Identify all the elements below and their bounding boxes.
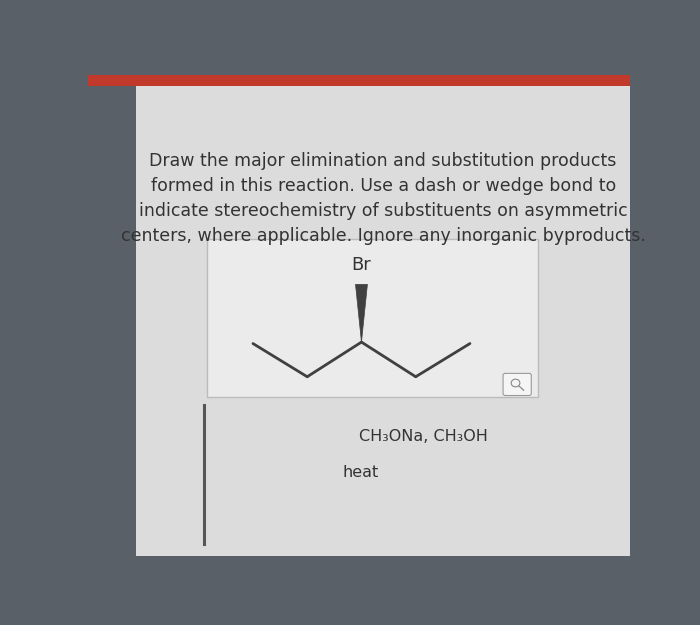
Bar bbox=[88, 75, 136, 556]
Bar bbox=[207, 239, 538, 398]
Text: CH₃ONa, CH₃OH: CH₃ONa, CH₃OH bbox=[358, 429, 488, 444]
FancyBboxPatch shape bbox=[503, 373, 531, 396]
Bar bbox=[88, 75, 630, 86]
Polygon shape bbox=[356, 284, 368, 342]
Text: Br: Br bbox=[351, 256, 371, 274]
Text: Draw the major elimination and substitution products
formed in this reaction. Us: Draw the major elimination and substitut… bbox=[120, 152, 645, 245]
Text: heat: heat bbox=[342, 464, 379, 479]
